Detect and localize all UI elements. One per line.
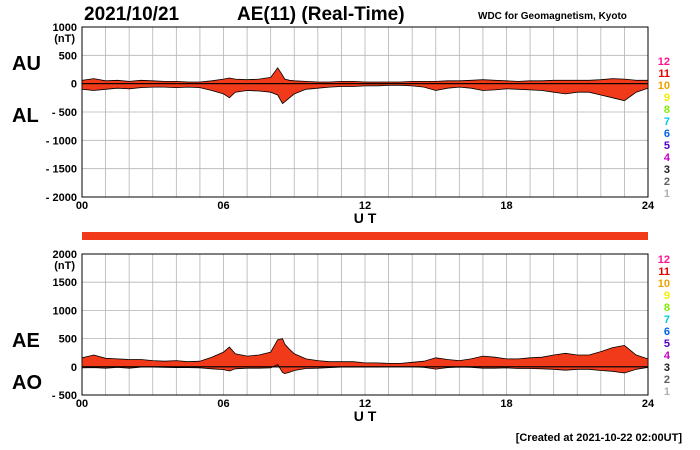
x-tick-label: 06 [217,200,229,212]
x-tick-label: 18 [500,398,512,410]
station-number-5: 5 [664,338,670,350]
plot-frame [81,26,649,198]
x-axis-label: U T [354,210,377,226]
station-number-1: 1 [664,188,670,200]
station-number-12: 12 [658,254,670,266]
x-tick-label: 12 [359,398,371,410]
station-number-9: 9 [664,92,670,104]
station-number-10: 10 [658,80,670,92]
station-number-2: 2 [664,374,670,386]
panel-label-ae: AE [12,330,40,352]
x-tick-label: 12 [359,200,371,212]
station-number-8: 8 [664,104,670,116]
chart-date: 2021/10/21 [84,4,180,25]
x-tick-label: 00 [76,200,88,212]
station-number-11: 11 [658,68,670,80]
station-number-2: 2 [664,176,670,188]
y-axis-label: (nT) [54,33,75,45]
station-number-10: 10 [658,278,670,290]
x-axis-label: U T [354,408,377,424]
y-tick-label: - 1500 [46,164,77,176]
y-tick-label: 2000 [53,249,77,261]
y-tick-label: - 2000 [46,192,77,204]
series-area-ae [81,338,649,368]
x-tick-label: 24 [642,398,655,410]
y-tick-label: 1500 [53,277,77,289]
station-number-5: 5 [664,140,670,152]
x-tick-label: 06 [217,398,229,410]
station-number-3: 3 [664,164,670,176]
data-coverage-bar [82,232,648,240]
y-tick-label: 0 [71,362,77,374]
panel-label-au: AU [12,53,41,75]
station-number-4: 4 [664,350,671,362]
station-number-3: 3 [664,362,670,374]
series-area-al [81,83,649,105]
station-number-7: 7 [664,116,670,128]
station-number-12: 12 [658,56,670,68]
chart-title: AE(11) (Real-Time) [237,4,405,25]
y-tick-label: - 1000 [46,135,77,147]
station-number-9: 9 [664,290,670,302]
x-tick-label: 18 [500,200,512,212]
x-tick-label: 24 [642,200,655,212]
data-source: WDC for Geomagnetism, Kyoto [478,11,627,22]
plot-panel-2 [81,253,649,396]
plot-panel-1 [81,26,649,198]
station-number-6: 6 [664,326,670,338]
station-number-11: 11 [658,266,670,278]
panel-label-al: AL [12,105,39,127]
y-tick-label: 0 [71,79,77,91]
y-tick-label: 1000 [53,305,77,317]
y-tick-label: 500 [59,50,77,62]
y-tick-label: 500 [59,334,77,346]
plot-frame [81,253,649,396]
y-tick-label: - 500 [52,390,77,402]
y-tick-label: 1000 [53,22,77,34]
y-tick-label: - 500 [52,107,77,119]
station-number-1: 1 [664,386,670,398]
station-number-6: 6 [664,128,670,140]
series-area-au [81,67,649,85]
station-number-8: 8 [664,302,670,314]
station-number-4: 4 [664,152,671,164]
y-axis-label: (nT) [54,260,75,272]
station-number-7: 7 [664,314,670,326]
created-timestamp: [Created at 2021-10-22 02:00UT] [515,432,682,444]
x-tick-label: 00 [76,398,88,410]
panel-label-ao: AO [12,372,42,394]
